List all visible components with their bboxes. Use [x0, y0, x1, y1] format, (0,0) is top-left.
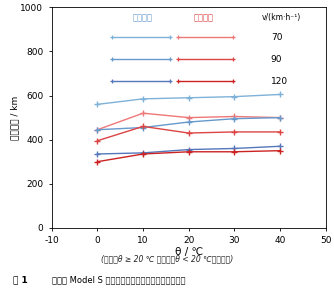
X-axis label: θ / ℃: θ / ℃: [175, 247, 203, 257]
Text: 120: 120: [271, 77, 288, 86]
Text: 特斯拉 Model S 在不同温度及空调状态下的绩航里程: 特斯拉 Model S 在不同温度及空调状态下的绩航里程: [52, 275, 185, 284]
Text: 关闭空调: 关闭空调: [132, 13, 152, 22]
Text: v/(km·h⁻¹): v/(km·h⁻¹): [261, 13, 301, 22]
Text: (假设：θ ≥ 20 ℃ 为冷气，θ < 20 ℃为暖气。): (假设：θ ≥ 20 ℃ 为冷气，θ < 20 ℃为暖气。): [101, 254, 233, 263]
Text: 90: 90: [271, 55, 282, 64]
Text: 图 1: 图 1: [13, 275, 28, 284]
Text: 开启空调: 开启空调: [194, 13, 214, 22]
Text: 70: 70: [271, 33, 282, 42]
Y-axis label: 绩航里程 / km: 绩航里程 / km: [10, 96, 19, 140]
